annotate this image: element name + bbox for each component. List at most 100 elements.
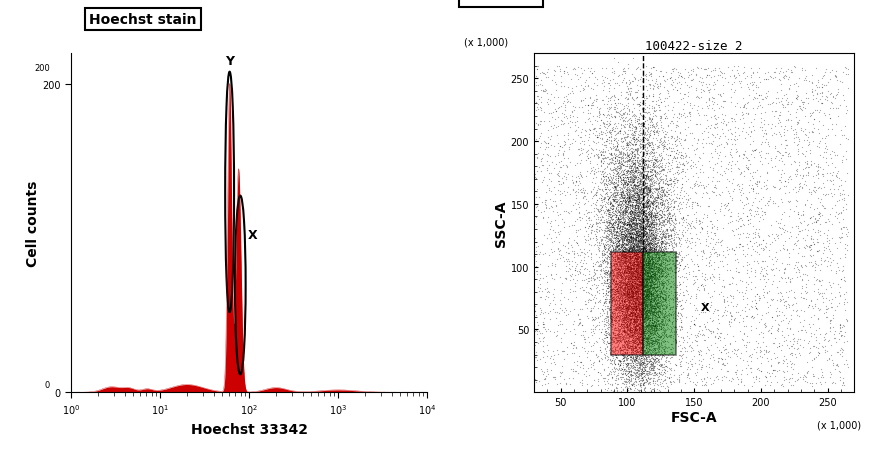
Point: [637, 310, 651, 317]
Point: [635, 308, 649, 315]
Point: [536, 70, 550, 78]
Point: [603, 106, 617, 114]
Point: [719, 121, 733, 128]
Point: [627, 317, 641, 324]
Point: [716, 90, 730, 97]
Point: [567, 222, 581, 229]
Point: [611, 320, 625, 327]
Point: [626, 293, 640, 300]
Point: [732, 78, 746, 86]
Point: [651, 345, 665, 352]
Point: [627, 204, 641, 211]
Point: [606, 344, 620, 351]
Point: [633, 241, 647, 249]
Point: [650, 300, 664, 308]
Point: [772, 359, 786, 366]
Point: [654, 218, 668, 226]
Point: [707, 250, 721, 257]
Point: [835, 191, 849, 198]
Point: [643, 323, 657, 330]
Point: [644, 362, 659, 369]
Point: [603, 114, 618, 121]
Point: [617, 193, 631, 201]
Point: [639, 289, 653, 296]
Point: [648, 276, 662, 284]
Point: [630, 330, 644, 337]
Point: [635, 229, 650, 236]
Point: [600, 372, 614, 379]
Point: [626, 306, 640, 313]
Point: [647, 346, 661, 353]
Point: [630, 327, 644, 335]
Point: [626, 227, 640, 234]
Point: [757, 183, 772, 190]
Point: [645, 236, 659, 244]
Point: [820, 238, 834, 245]
Point: [593, 220, 607, 227]
Point: [595, 338, 610, 345]
Point: [619, 198, 633, 205]
Point: [619, 267, 633, 274]
Point: [627, 355, 642, 363]
Point: [635, 282, 649, 290]
Point: [645, 247, 659, 254]
Point: [568, 267, 582, 274]
Point: [705, 154, 719, 161]
Point: [553, 321, 567, 328]
Point: [570, 252, 585, 259]
Point: [615, 207, 629, 215]
Point: [643, 192, 657, 199]
Point: [558, 243, 572, 250]
Point: [651, 324, 666, 331]
Point: [621, 221, 635, 228]
Point: [611, 207, 625, 215]
Point: [617, 143, 631, 150]
Point: [602, 250, 616, 257]
Point: [635, 170, 649, 177]
Point: [622, 170, 636, 177]
Point: [789, 300, 804, 307]
Point: [656, 268, 670, 275]
Point: [643, 188, 657, 195]
Point: [695, 214, 709, 221]
Point: [633, 286, 647, 293]
Point: [641, 288, 655, 295]
Point: [624, 294, 638, 301]
Point: [711, 156, 725, 163]
Point: [626, 210, 640, 217]
Point: [617, 339, 631, 346]
Point: [636, 332, 651, 339]
Point: [625, 158, 639, 166]
Point: [623, 80, 637, 87]
Point: [756, 330, 770, 337]
Point: [587, 164, 601, 171]
Point: [619, 304, 633, 312]
Point: [646, 230, 660, 238]
Point: [622, 330, 636, 337]
Point: [642, 208, 656, 215]
Point: [640, 306, 654, 313]
Point: [613, 224, 627, 231]
Point: [620, 110, 635, 118]
Point: [611, 237, 626, 244]
Point: [646, 93, 660, 100]
Point: [635, 94, 650, 101]
Point: [614, 235, 628, 242]
Point: [620, 339, 635, 346]
Point: [646, 234, 660, 241]
Point: [635, 222, 649, 229]
Point: [646, 230, 660, 237]
Point: [619, 229, 634, 236]
Point: [606, 197, 620, 204]
Point: [632, 192, 646, 199]
Point: [635, 295, 649, 302]
Point: [629, 298, 643, 305]
Point: [619, 245, 634, 253]
Point: [622, 264, 636, 271]
Point: [658, 234, 672, 241]
Point: [742, 177, 756, 184]
Point: [828, 334, 842, 341]
Point: [624, 244, 638, 251]
Point: [649, 276, 663, 283]
Point: [626, 309, 640, 316]
